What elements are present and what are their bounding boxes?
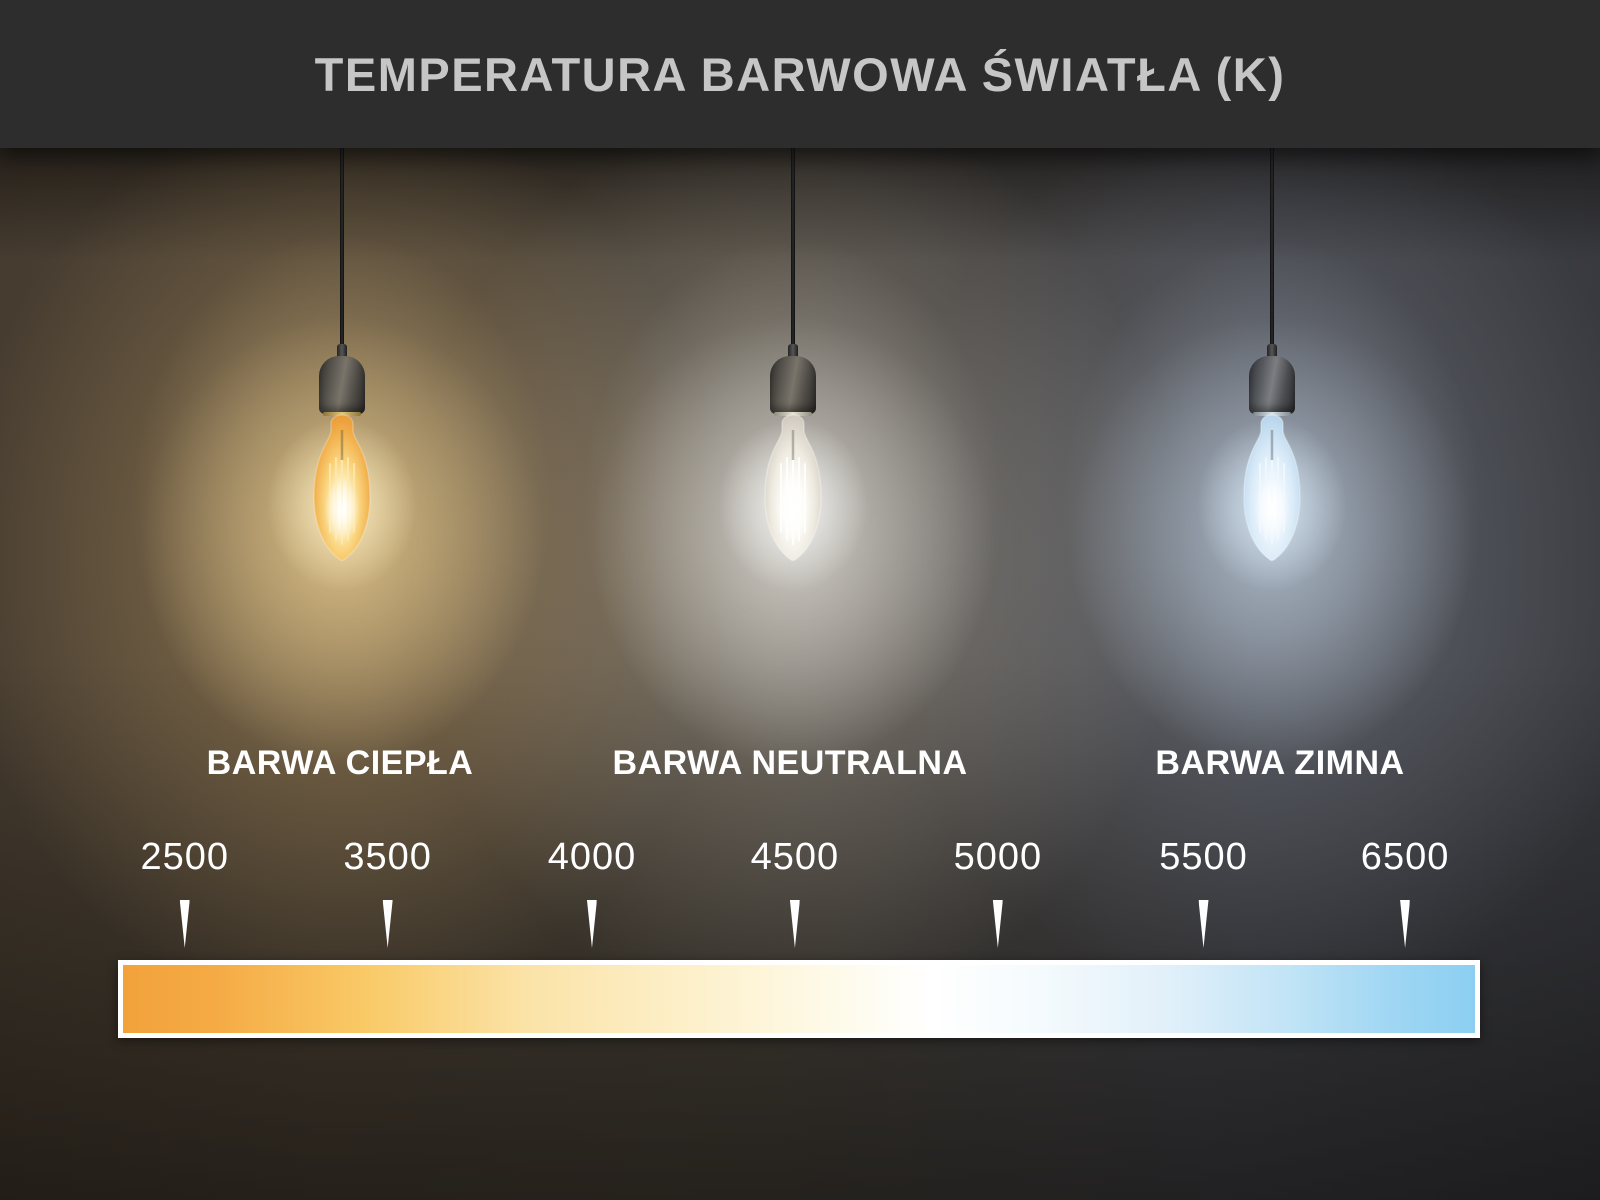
scale-tick-2500: 2500 [140,838,229,948]
header-bar: TEMPERATURA BARWOWA ŚWIATŁA (K) [0,0,1600,148]
pendant-lamp-neutral [758,148,828,568]
tick-marker [586,900,597,948]
lamp-socket [1249,356,1295,414]
scale-tick-5000: 5000 [954,838,1043,948]
cord-grip [788,344,798,360]
tick-marker [179,900,190,948]
cool-bulb-icon [1243,414,1301,562]
scale-tick-4000: 4000 [548,838,637,948]
label-warm-color: BARWA CIEPŁA [206,744,474,782]
pendant-lamp-warm [307,148,377,568]
lamp-cord [340,148,344,356]
tick-marker [992,900,1003,948]
tick-label: 5500 [1159,836,1248,878]
scale-tick-3500: 3500 [343,838,432,948]
scale-tick-4500: 4500 [751,838,840,948]
tick-label: 4500 [750,836,840,878]
tick-marker [382,900,393,948]
socket-ring [774,412,812,416]
tick-label: 4000 [547,836,637,878]
lamp-cord [791,148,795,356]
temperature-gradient-bar [118,960,1480,1038]
page-title: TEMPERATURA BARWOWA ŚWIATŁA (K) [314,47,1286,101]
temperature-scale: 2500 3500 4000 4500 5000 5500 6500 [118,838,1480,1050]
cord-grip [1267,344,1277,360]
tick-label: 2500 [140,836,230,878]
warm-bulb-icon [313,414,371,562]
label-neutral-color: BARWA NEUTRALNA [612,744,968,782]
tick-label: 5000 [953,836,1043,878]
lamp-cord [1270,148,1274,356]
scale-tick-5500: 5500 [1159,838,1248,948]
tick-marker [789,900,800,948]
tick-label: 6500 [1360,836,1450,878]
socket-ring [323,412,361,416]
pendant-lamp-cool [1237,148,1307,568]
label-cool-color: BARWA ZIMNA [1155,744,1405,782]
tick-marker [1198,900,1209,948]
lamp-socket [770,356,816,414]
temperature-gradient-fill [123,965,1475,1033]
tick-marker [1400,900,1411,948]
cord-grip [337,344,347,360]
socket-ring [1253,412,1291,416]
lamp-socket [319,356,365,414]
neutral-bulb-icon [764,414,822,562]
tick-label: 3500 [343,836,432,878]
scale-tick-6500: 6500 [1361,838,1450,948]
